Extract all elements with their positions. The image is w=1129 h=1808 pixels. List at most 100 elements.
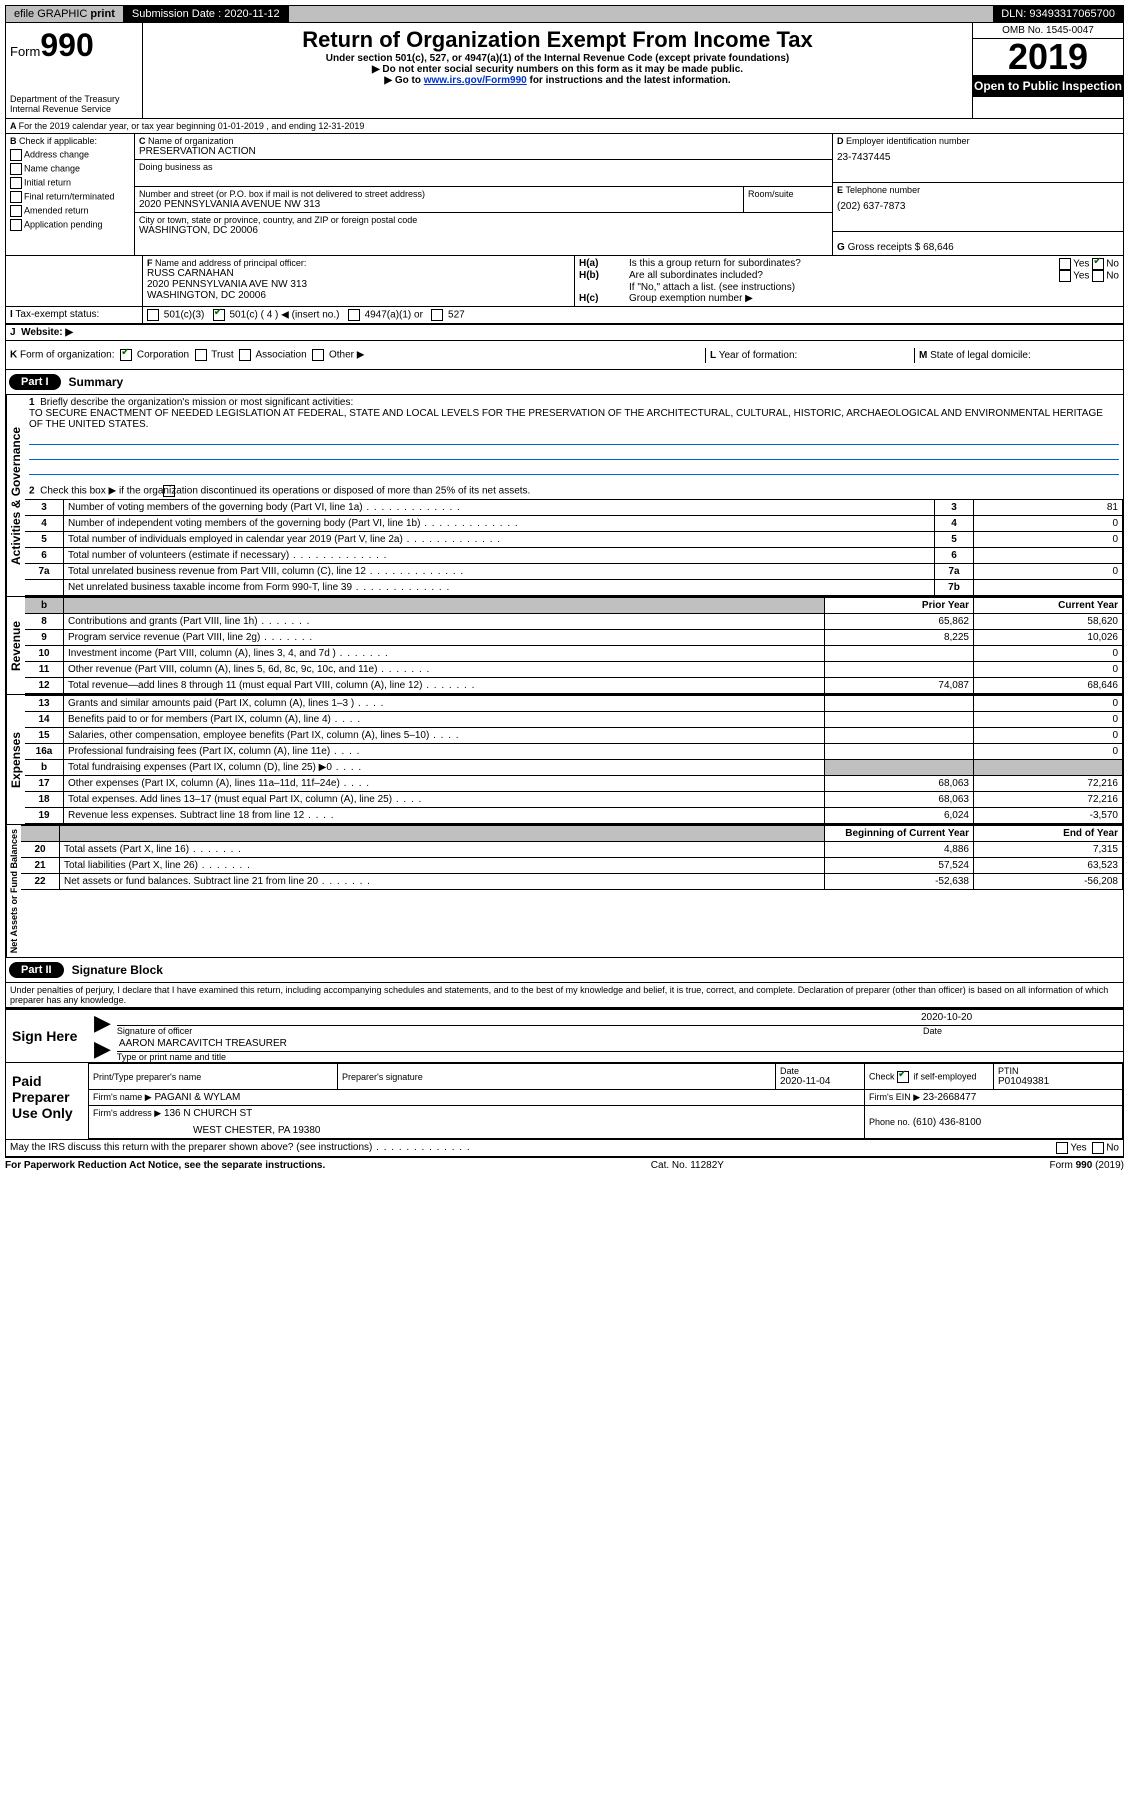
ein: 23-7437445 — [837, 146, 1119, 163]
table-row: 7a Total unrelated business revenue from… — [25, 564, 1123, 580]
table-row: Net unrelated business taxable income fr… — [25, 580, 1123, 596]
firm-name: PAGANI & WYLAM — [154, 1092, 240, 1103]
declaration-text: Under penalties of perjury, I declare th… — [5, 983, 1124, 1008]
table-row: 11 Other revenue (Part VIII, column (A),… — [25, 662, 1123, 678]
cb-initial-return[interactable]: Initial return — [6, 176, 134, 190]
preparer-table: Print/Type preparer's name Preparer's si… — [88, 1063, 1123, 1139]
cb-4947[interactable] — [348, 309, 360, 321]
print-button[interactable]: print — [90, 8, 114, 20]
top-bar: efile GRAPHIC print Submission Date : 20… — [5, 5, 1124, 23]
table-row: 6 Total number of volunteers (estimate i… — [25, 548, 1123, 564]
telephone: (202) 637-7873 — [837, 195, 1119, 212]
form-subtitle: Under section 501(c), 527, or 4947(a)(1)… — [147, 53, 968, 64]
cb-self-employed[interactable] — [897, 1071, 909, 1083]
vert-revenue: Revenue — [6, 597, 25, 694]
table-row: 8 Contributions and grants (Part VIII, l… — [25, 614, 1123, 630]
firm-city: WEST CHESTER, PA 19380 — [93, 1119, 860, 1136]
netassets-block: Net Assets or Fund Balances Beginning of… — [5, 825, 1124, 958]
expenses-table: 13 Grants and similar amounts paid (Part… — [25, 695, 1123, 824]
cb-501c[interactable] — [213, 309, 225, 321]
dba-label: Doing business as — [139, 162, 828, 172]
form-footer: Form 990 (2019) — [1050, 1160, 1124, 1171]
dept-treasury: Department of the Treasury — [10, 94, 138, 104]
hb-yes[interactable] — [1059, 270, 1071, 282]
open-public-badge: Open to Public Inspection — [973, 75, 1123, 97]
date-label: Date — [923, 1026, 1123, 1036]
city-label: City or town, state or province, country… — [139, 215, 828, 225]
sig-arrow-icon: ▶ — [88, 1010, 117, 1036]
group-exemption: Group exemption number ▶ — [629, 293, 1119, 304]
cb-amended-return[interactable]: Amended return — [6, 204, 134, 218]
table-row: 4 Number of independent voting members o… — [25, 516, 1123, 532]
goto-note: ▶ Go to www.irs.gov/Form990 for instruct… — [147, 75, 968, 86]
part2-header: Part II Signature Block — [5, 958, 1124, 983]
dln: DLN: 93493317065700 — [993, 6, 1123, 22]
officer-city: WASHINGTON, DC 20006 — [147, 290, 570, 301]
table-row: 17 Other expenses (Part IX, column (A), … — [25, 776, 1123, 792]
paid-preparer-label: Paid Preparer Use Only — [6, 1063, 88, 1139]
ha-yes[interactable] — [1059, 258, 1071, 270]
cb-address-change[interactable]: Address change — [6, 148, 134, 162]
org-name: PRESERVATION ACTION — [139, 146, 828, 157]
part1-body: Activities & Governance 1 Briefly descri… — [5, 395, 1124, 597]
officer-name: RUSS CARNAHAN — [147, 268, 570, 279]
efile-label: efile GRAPHIC print — [6, 6, 124, 22]
cb-trust[interactable] — [195, 349, 207, 361]
governance-table: 3 Number of voting members of the govern… — [25, 499, 1123, 596]
table-row: 15 Salaries, other compensation, employe… — [25, 728, 1123, 744]
vert-governance: Activities & Governance — [6, 395, 25, 596]
cb-501c3[interactable] — [147, 309, 159, 321]
ssn-note: Do not enter social security numbers on … — [147, 64, 968, 75]
revenue-block: Revenue b Prior Year Current Year8 Contr… — [5, 597, 1124, 695]
firm-ein: 23-2668477 — [923, 1092, 976, 1103]
table-row: 18 Total expenses. Add lines 13–17 (must… — [25, 792, 1123, 808]
discuss-no[interactable] — [1092, 1142, 1104, 1154]
group-return-q: Is this a group return for subordinates? — [629, 258, 1059, 270]
tax-exempt-row: I Tax-exempt status: 501(c)(3) 501(c) ( … — [5, 307, 1124, 325]
cb-other[interactable] — [312, 349, 324, 361]
firm-addr: 136 N CHURCH ST — [164, 1108, 252, 1119]
sig-date: 2020-10-20 — [921, 1012, 1121, 1023]
addr-label: Number and street (or P.O. box if mail i… — [139, 189, 739, 199]
table-row: 20 Total assets (Part X, line 16) 4,886 … — [21, 842, 1123, 858]
submission-date: Submission Date : 2020-11-12 — [124, 6, 289, 22]
table-row: 3 Number of voting members of the govern… — [25, 500, 1123, 516]
identity-block: B Check if applicable: Address change Na… — [5, 134, 1124, 256]
gross-receipts: 68,646 — [923, 242, 954, 253]
irs-link[interactable]: www.irs.gov/Form990 — [424, 75, 527, 86]
city-state-zip: WASHINGTON, DC 20006 — [139, 225, 828, 236]
vert-expenses: Expenses — [6, 695, 25, 824]
mission-text: TO SECURE ENACTMENT OF NEEDED LEGISLATIO… — [29, 408, 1103, 430]
firm-phone: (610) 436-8100 — [913, 1117, 981, 1128]
cb-corp[interactable] — [120, 349, 132, 361]
officer-addr: 2020 PENNSYLVANIA AVE NW 313 — [147, 279, 570, 290]
form-title: Return of Organization Exempt From Incom… — [147, 27, 968, 53]
ptin: P01049381 — [998, 1076, 1118, 1087]
cb-final-return[interactable]: Final return/terminated — [6, 190, 134, 204]
cb-discontinued[interactable] — [163, 485, 175, 497]
table-row: 21 Total liabilities (Part X, line 26) 5… — [21, 858, 1123, 874]
officer-group-block: F Name and address of principal officer:… — [5, 256, 1124, 307]
klm-row: K Form of organization: Corporation Trus… — [5, 341, 1124, 370]
table-row: 9 Program service revenue (Part VIII, li… — [25, 630, 1123, 646]
cb-name-change[interactable]: Name change — [6, 162, 134, 176]
cb-application-pending[interactable]: Application pending — [6, 218, 134, 232]
ha-no[interactable] — [1092, 258, 1104, 270]
cb-assoc[interactable] — [239, 349, 251, 361]
section-c: C Name of organization PRESERVATION ACTI… — [135, 134, 832, 255]
table-row: 13 Grants and similar amounts paid (Part… — [25, 696, 1123, 712]
table-row: 22 Net assets or fund balances. Subtract… — [21, 874, 1123, 890]
discuss-yes[interactable] — [1056, 1142, 1068, 1154]
table-header: b Prior Year Current Year — [25, 598, 1123, 614]
netassets-table: Beginning of Current Year End of Year20 … — [21, 825, 1123, 890]
hb-no[interactable] — [1092, 270, 1104, 282]
hb-note: If "No," attach a list. (see instruction… — [579, 282, 1119, 293]
irs-label: Internal Revenue Service — [10, 104, 138, 114]
dba-value — [139, 172, 828, 184]
section-deg: D Employer identification number 23-7437… — [832, 134, 1123, 255]
table-row: b Total fundraising expenses (Part IX, c… — [25, 760, 1123, 776]
vert-netassets: Net Assets or Fund Balances — [6, 825, 21, 957]
table-row: 10 Investment income (Part VIII, column … — [25, 646, 1123, 662]
cb-527[interactable] — [431, 309, 443, 321]
tax-period: A For the 2019 calendar year, or tax yea… — [5, 119, 1124, 134]
